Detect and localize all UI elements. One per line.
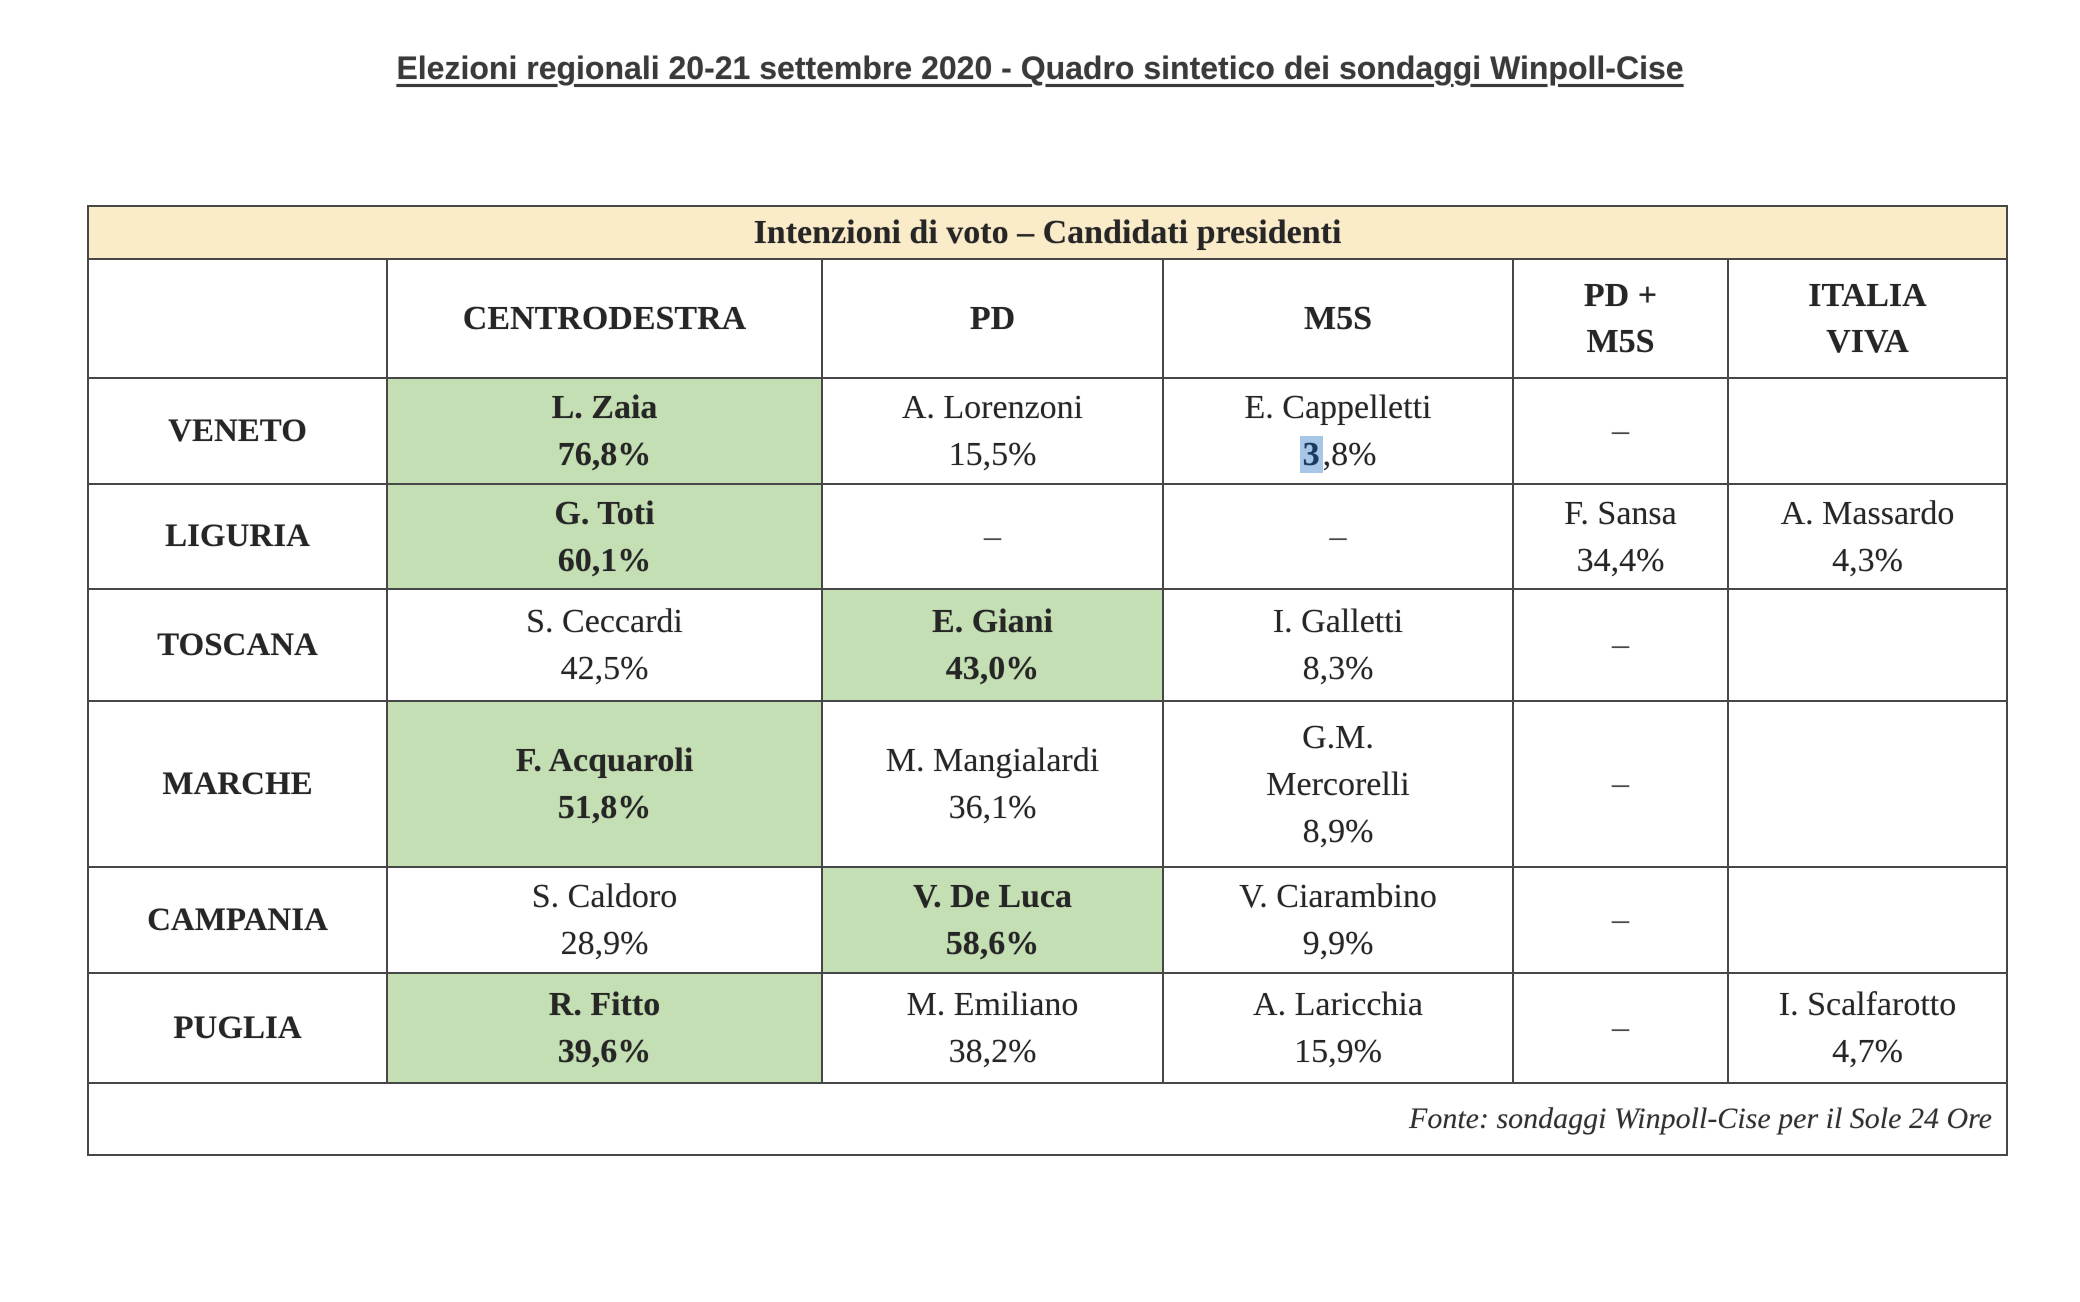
region-cell: MARCHE bbox=[87, 700, 388, 868]
candidate-cell-winner: G. Toti 60,1% bbox=[386, 483, 823, 590]
candidate-cell-winner: R. Fitto 39,6% bbox=[386, 972, 823, 1084]
candidate-cell-winner: F. Acquaroli 51,8% bbox=[386, 700, 823, 868]
column-header-m5s: M5S bbox=[1162, 258, 1514, 379]
candidate-cell: S. Ceccardi 42,5% bbox=[386, 588, 823, 702]
candidate-cell: A. Laricchia 15,9% bbox=[1162, 972, 1514, 1084]
candidate-cell: G.M. Mercorelli 8,9% bbox=[1162, 700, 1514, 868]
column-header-region bbox=[87, 258, 388, 379]
dash-cell: – bbox=[1162, 483, 1514, 590]
candidate-cell-winner: V. De Luca 58,6% bbox=[821, 866, 1164, 974]
region-cell: PUGLIA bbox=[87, 972, 388, 1084]
empty-cell bbox=[1727, 377, 2008, 485]
candidate-cell: V. Ciarambino 9,9% bbox=[1162, 866, 1514, 974]
column-header-pd: PD bbox=[821, 258, 1164, 379]
dash-cell: – bbox=[1512, 866, 1729, 974]
column-header-italia-viva: ITALIA VIVA bbox=[1727, 258, 2008, 379]
region-cell: VENETO bbox=[87, 377, 388, 485]
column-header-centrodestra: CENTRODESTRA bbox=[386, 258, 823, 379]
candidate-cell-winner: E. Giani 43,0% bbox=[821, 588, 1164, 702]
table-row-marche: MARCHE F. Acquaroli 51,8% M. Mangialardi… bbox=[87, 700, 2008, 868]
candidate-cell: S. Caldoro 28,9% bbox=[386, 866, 823, 974]
candidate-cell: F. Sansa 34,4% bbox=[1512, 483, 1729, 590]
footer-row: Fonte: sondaggi Winpoll-Cise per il Sole… bbox=[87, 1082, 2008, 1156]
region-cell: LIGURIA bbox=[87, 483, 388, 590]
dash-cell: – bbox=[1512, 700, 1729, 868]
empty-cell bbox=[1727, 700, 2008, 868]
dash-cell: – bbox=[1512, 972, 1729, 1084]
candidate-cell: I. Galletti 8,3% bbox=[1162, 588, 1514, 702]
poll-table: Intenzioni di voto – Candidati president… bbox=[87, 205, 2008, 1156]
table-row-puglia: PUGLIA R. Fitto 39,6% M. Emiliano 38,2% … bbox=[87, 972, 2008, 1084]
dash-cell: – bbox=[821, 483, 1164, 590]
source-note: Fonte: sondaggi Winpoll-Cise per il Sole… bbox=[87, 1082, 2008, 1156]
candidate-cell-winner: L. Zaia 76,8% bbox=[386, 377, 823, 485]
region-cell: TOSCANA bbox=[87, 588, 388, 702]
header-row: CENTRODESTRA PD M5S PD + M5S ITALIA VIVA bbox=[87, 258, 2008, 379]
region-cell: CAMPANIA bbox=[87, 866, 388, 974]
candidate-cell: A. Lorenzoni 15,5% bbox=[821, 377, 1164, 485]
caption-row: Intenzioni di voto – Candidati president… bbox=[87, 205, 2008, 260]
dash-cell: – bbox=[1512, 377, 1729, 485]
table-row-liguria: LIGURIA G. Toti 60,1% – – F. Sansa 34,4%… bbox=[87, 483, 2008, 590]
table-caption: Intenzioni di voto – Candidati president… bbox=[87, 205, 2008, 260]
candidate-cell: I. Scalfarotto 4,7% bbox=[1727, 972, 2008, 1084]
candidate-cell: M. Emiliano 38,2% bbox=[821, 972, 1164, 1084]
empty-cell bbox=[1727, 866, 2008, 974]
document-title: Elezioni regionali 20-21 settembre 2020 … bbox=[0, 50, 2080, 87]
table-row-veneto: VENETO L. Zaia 76,8% A. Lorenzoni 15,5% … bbox=[87, 377, 2008, 485]
candidate-cell: M. Mangialardi 36,1% bbox=[821, 700, 1164, 868]
document-title-text: Elezioni regionali 20-21 settembre 2020 … bbox=[396, 50, 1684, 86]
candidate-cell: E. Cappelletti 3,8% bbox=[1162, 377, 1514, 485]
percent-rest: ,8% bbox=[1322, 436, 1377, 473]
table-row-toscana: TOSCANA S. Ceccardi 42,5% E. Giani 43,0%… bbox=[87, 588, 2008, 702]
table-row-campania: CAMPANIA S. Caldoro 28,9% V. De Luca 58,… bbox=[87, 866, 2008, 974]
dash-cell: – bbox=[1512, 588, 1729, 702]
candidate-cell: A. Massardo 4,3% bbox=[1727, 483, 2008, 590]
empty-cell bbox=[1727, 588, 2008, 702]
text-selection-highlight: 3 bbox=[1299, 436, 1323, 473]
column-header-pd-m5s: PD + M5S bbox=[1512, 258, 1729, 379]
